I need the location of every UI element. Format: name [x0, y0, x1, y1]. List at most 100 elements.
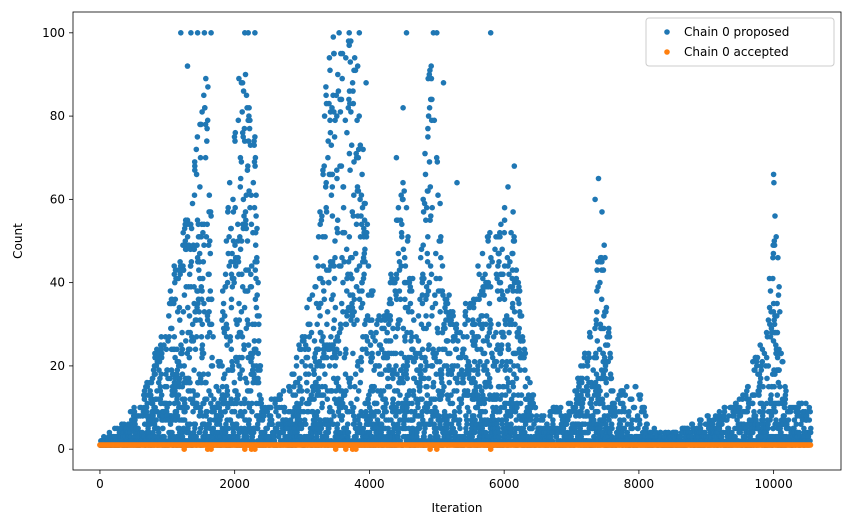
proposed-point — [314, 321, 321, 328]
proposed-point — [144, 400, 150, 407]
proposed-point — [241, 400, 248, 407]
proposed-point — [290, 408, 296, 415]
proposed-point — [286, 383, 293, 390]
proposed-point — [181, 400, 188, 407]
proposed-point — [320, 334, 326, 340]
proposed-point — [333, 379, 340, 386]
proposed-point — [241, 408, 248, 415]
proposed-point — [139, 429, 146, 436]
proposed-point — [448, 392, 454, 398]
proposed-point — [324, 354, 330, 361]
proposed-point — [207, 250, 214, 257]
proposed-point — [322, 184, 329, 190]
proposed-point — [417, 254, 424, 261]
proposed-point — [443, 309, 449, 315]
proposed-point — [240, 88, 247, 94]
proposed-point — [355, 188, 362, 194]
proposed-point — [364, 221, 371, 228]
proposed-point — [287, 388, 293, 394]
proposed-point — [424, 408, 430, 415]
proposed-point — [513, 350, 519, 357]
proposed-point — [352, 371, 359, 378]
proposed-point — [347, 167, 353, 173]
proposed-point — [306, 400, 312, 407]
proposed-point — [496, 408, 503, 415]
proposed-point — [191, 284, 197, 290]
proposed-point — [422, 367, 428, 373]
proposed-point — [370, 288, 376, 294]
proposed-point — [237, 371, 243, 378]
proposed-point — [315, 346, 322, 353]
proposed-point — [350, 88, 356, 94]
proposed-point — [144, 383, 151, 390]
proposed-point — [269, 421, 276, 428]
proposed-point — [345, 105, 352, 111]
proposed-point — [741, 421, 747, 428]
proposed-point — [603, 304, 610, 311]
proposed-point — [313, 284, 319, 290]
proposed-point — [481, 350, 488, 357]
proposed-point — [311, 338, 318, 344]
proposed-point — [462, 309, 469, 315]
proposed-point — [344, 129, 350, 136]
proposed-point — [756, 388, 762, 394]
proposed-point — [532, 404, 539, 411]
proposed-point — [595, 408, 601, 415]
proposed-point — [358, 367, 364, 373]
proposed-point — [196, 267, 202, 273]
proposed-point — [297, 383, 303, 390]
proposed-point — [356, 296, 363, 303]
proposed-point — [154, 408, 161, 415]
proposed-point — [189, 200, 196, 207]
proposed-point — [253, 304, 260, 311]
proposed-point — [438, 367, 445, 373]
proposed-point — [405, 304, 411, 311]
proposed-point — [594, 338, 601, 344]
proposed-point — [184, 234, 191, 240]
proposed-point — [476, 271, 483, 278]
proposed-point — [148, 379, 155, 386]
proposed-point — [321, 350, 327, 357]
proposed-point — [458, 354, 464, 361]
proposed-point — [386, 363, 392, 369]
proposed-point — [412, 408, 418, 415]
proposed-point — [358, 213, 364, 219]
proposed-point — [243, 217, 249, 223]
proposed-point — [599, 421, 605, 428]
proposed-point — [228, 271, 235, 278]
proposed-point — [608, 433, 615, 440]
proposed-point — [292, 392, 299, 398]
proposed-point — [493, 421, 500, 428]
proposed-point — [752, 413, 759, 419]
proposed-point — [246, 125, 253, 132]
proposed-point — [411, 317, 417, 323]
proposed-point — [463, 354, 469, 361]
proposed-point — [393, 296, 400, 303]
proposed-point — [347, 271, 354, 278]
proposed-point — [200, 259, 207, 265]
proposed-point — [402, 338, 408, 344]
proposed-point — [236, 317, 243, 323]
proposed-point — [187, 379, 193, 386]
proposed-point — [610, 388, 616, 394]
proposed-point — [476, 296, 482, 303]
proposed-point — [393, 363, 399, 369]
proposed-point — [213, 383, 220, 390]
proposed-point — [327, 129, 334, 136]
proposed-point — [191, 159, 198, 165]
proposed-point — [220, 300, 227, 307]
proposed-point — [415, 404, 421, 411]
proposed-point — [351, 309, 358, 315]
proposed-point — [237, 184, 244, 190]
proposed-point — [472, 321, 478, 328]
proposed-point — [196, 371, 202, 378]
proposed-point — [583, 383, 590, 390]
proposed-point — [177, 271, 183, 278]
proposed-point — [598, 296, 605, 303]
proposed-point — [533, 413, 540, 419]
proposed-point — [419, 346, 426, 353]
proposed-point — [518, 313, 525, 319]
proposed-point — [349, 254, 355, 261]
proposed-point — [481, 363, 488, 369]
proposed-point — [519, 334, 526, 340]
